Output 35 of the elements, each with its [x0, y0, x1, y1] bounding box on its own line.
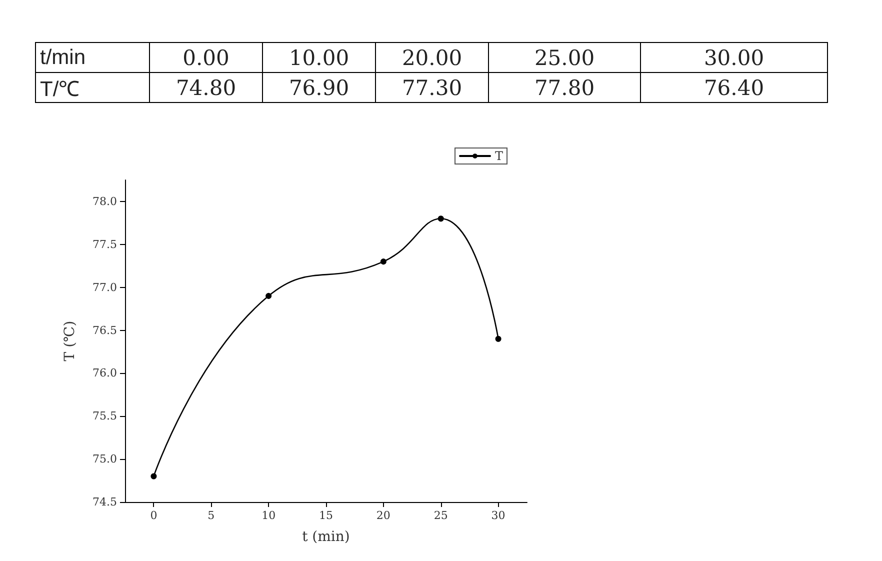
text: 76.90 — [262, 72, 376, 102]
text: 76.40 — [640, 72, 828, 102]
x-tick-label: 15 — [319, 509, 333, 522]
y-tick-label: 77.0 — [92, 280, 117, 294]
point — [150, 473, 157, 480]
x-tick-label: 25 — [434, 509, 448, 522]
y-tick-label: 75.0 — [92, 452, 117, 466]
point — [495, 336, 502, 342]
y-tick-label: 74.5 — [92, 496, 117, 508]
text: 25.00 — [488, 42, 640, 72]
text: 77.30 — [376, 72, 488, 102]
text: 30.00 — [640, 42, 828, 72]
text: 77.80 — [488, 72, 640, 102]
x-tick-label: 5 — [208, 509, 215, 522]
point — [266, 292, 272, 299]
y-axis-title: T (℃) — [62, 320, 78, 362]
point — [380, 258, 386, 265]
y-tick-label: 78.0 — [92, 194, 117, 208]
y-tick-label: 76.5 — [92, 324, 117, 337]
text: t/min — [36, 42, 150, 72]
y-tick-label: 75.5 — [92, 410, 117, 423]
text: 20.00 — [376, 42, 488, 72]
text: 10.00 — [262, 42, 376, 72]
x-tick-label: 10 — [262, 509, 276, 522]
text: 74.80 — [150, 72, 262, 102]
x-tick-label: 0 — [150, 509, 158, 522]
x-axis-title: t (min) — [302, 529, 350, 545]
point — [438, 216, 444, 222]
text: 0.00 — [150, 42, 262, 72]
x-tick-label: 30 — [491, 509, 506, 522]
x-tick-label: 20 — [376, 509, 390, 522]
y-tick-label: 77.5 — [92, 238, 117, 251]
text: T/℃ — [36, 72, 150, 102]
legend-label: T — [495, 149, 504, 163]
y-tick-label: 76.0 — [92, 366, 117, 380]
